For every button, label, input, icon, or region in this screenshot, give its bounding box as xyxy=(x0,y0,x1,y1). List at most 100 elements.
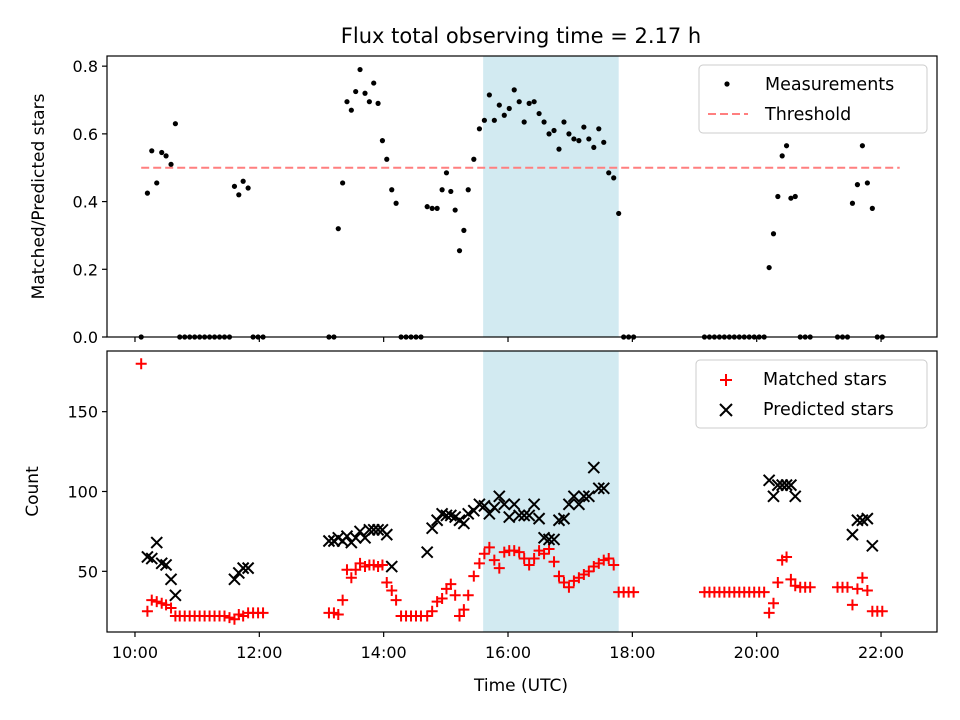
x-tick-label: 12:00 xyxy=(236,643,282,662)
measurement-point xyxy=(353,88,359,95)
matched-star-point xyxy=(219,610,231,622)
x-tick-label: 18:00 xyxy=(609,643,655,662)
figure-title: Flux total observing time = 2.17 h xyxy=(341,24,701,48)
matched-legend-marker xyxy=(720,374,732,386)
ratio-panel-frame xyxy=(106,55,938,338)
matched-star-point xyxy=(454,610,466,622)
measurement-point xyxy=(531,99,537,105)
predicted-star-point xyxy=(527,498,541,511)
matched-star-point xyxy=(337,594,349,606)
matched-star-point xyxy=(473,557,485,569)
measurement-point xyxy=(168,161,174,167)
predicted-star-point xyxy=(145,552,158,565)
matched-star-point xyxy=(426,605,438,617)
predicted-legend-marker xyxy=(719,403,733,417)
y-tick-label: 0.8 xyxy=(73,57,98,76)
matched-star-point xyxy=(135,358,147,370)
matched-star-point xyxy=(563,581,575,593)
x-tick-label: 16:00 xyxy=(485,643,531,662)
measurement-point xyxy=(541,119,547,125)
matched-star-point xyxy=(445,578,457,590)
x-tick-label: 14:00 xyxy=(361,643,407,662)
ratio-panel: 0.00.20.40.60.8 Matched/Predicted stars … xyxy=(29,55,938,347)
predicted-star-point xyxy=(512,509,526,522)
predicted-star-point xyxy=(861,512,874,525)
predicted-star-point xyxy=(164,573,178,586)
measurement-point xyxy=(245,185,251,191)
measurement-point xyxy=(581,124,587,130)
predicted-star-point xyxy=(567,490,581,503)
matched-star-point xyxy=(763,607,775,619)
count-legend: Matched stars Predicted stars xyxy=(695,359,928,429)
measurement-point xyxy=(375,100,381,106)
measurement-point xyxy=(566,131,572,137)
measurement-point xyxy=(340,180,346,186)
ratio-legend-box xyxy=(698,64,928,134)
y-tick-label: 0.0 xyxy=(73,328,98,347)
count-marks xyxy=(135,358,888,625)
measurement-point xyxy=(556,146,562,152)
measurement-point xyxy=(576,138,582,144)
matched-star-point xyxy=(376,559,388,571)
matched-star-point xyxy=(421,610,433,622)
matched-star-point xyxy=(345,572,357,584)
measurement-point xyxy=(491,117,497,123)
matched-star-point xyxy=(493,562,505,574)
matched-star-point xyxy=(257,607,269,619)
threshold-legend-label: Threshold xyxy=(764,105,851,125)
ratio-marks xyxy=(138,66,885,340)
count-panel-frame xyxy=(106,350,938,633)
y-tick-label: 100 xyxy=(67,483,98,502)
measurement-point xyxy=(144,190,151,196)
measurement-point xyxy=(384,156,390,162)
measurement-point xyxy=(864,180,870,186)
predicted-star-point xyxy=(780,478,793,492)
measurement-point xyxy=(149,148,155,154)
measurement-point xyxy=(766,264,772,271)
measurement-point xyxy=(770,231,777,237)
predicted-star-point xyxy=(228,573,241,586)
measurement-point xyxy=(792,193,798,200)
matched-star-point xyxy=(603,553,615,565)
measurement-point xyxy=(389,187,395,193)
measurement-point xyxy=(348,107,354,113)
measurement-point xyxy=(357,66,363,73)
count-legend-box xyxy=(695,359,928,429)
measurement-point xyxy=(439,187,445,193)
matched-star-point xyxy=(146,594,158,606)
predicted-star-point xyxy=(789,490,802,503)
measurement-point xyxy=(486,92,492,98)
measurement-point xyxy=(779,153,785,159)
measurement-point xyxy=(465,187,471,193)
x-tick-label: 10:00 xyxy=(112,643,158,662)
predicted-star-point xyxy=(572,498,586,511)
measurement-point xyxy=(434,205,440,211)
measurement-point xyxy=(362,90,368,96)
matched-star-point xyxy=(390,594,402,606)
y-tick-label: 150 xyxy=(67,403,98,422)
predicted-star-point xyxy=(457,517,471,530)
predicted-star-point xyxy=(517,509,531,522)
matched-star-point xyxy=(436,592,448,604)
measurement-point xyxy=(481,117,487,123)
predicted-star-point xyxy=(851,514,864,527)
matched-star-point xyxy=(449,589,461,601)
measurement-point xyxy=(551,127,557,134)
predicted-star-point xyxy=(498,498,511,511)
matched-star-point xyxy=(458,604,470,616)
count-ticks: 10:00 12:00 14:00 16:00 18:00 20:00 22:00 50 100… xyxy=(67,403,904,662)
predicted-star-point xyxy=(150,536,163,549)
matched-star-point xyxy=(767,597,779,609)
matched-star-point xyxy=(608,559,620,571)
measurement-point xyxy=(443,170,450,176)
matched-star-point xyxy=(628,586,640,598)
matched-star-point xyxy=(498,546,510,558)
matched-star-point xyxy=(381,577,393,589)
predicted-star-point xyxy=(582,490,596,503)
measurement-point xyxy=(236,192,242,198)
matched-star-point xyxy=(523,559,535,571)
predicted-star-point xyxy=(159,558,173,572)
measurement-point xyxy=(526,100,532,106)
measurement-point xyxy=(606,170,612,176)
measurement-point xyxy=(859,143,865,149)
